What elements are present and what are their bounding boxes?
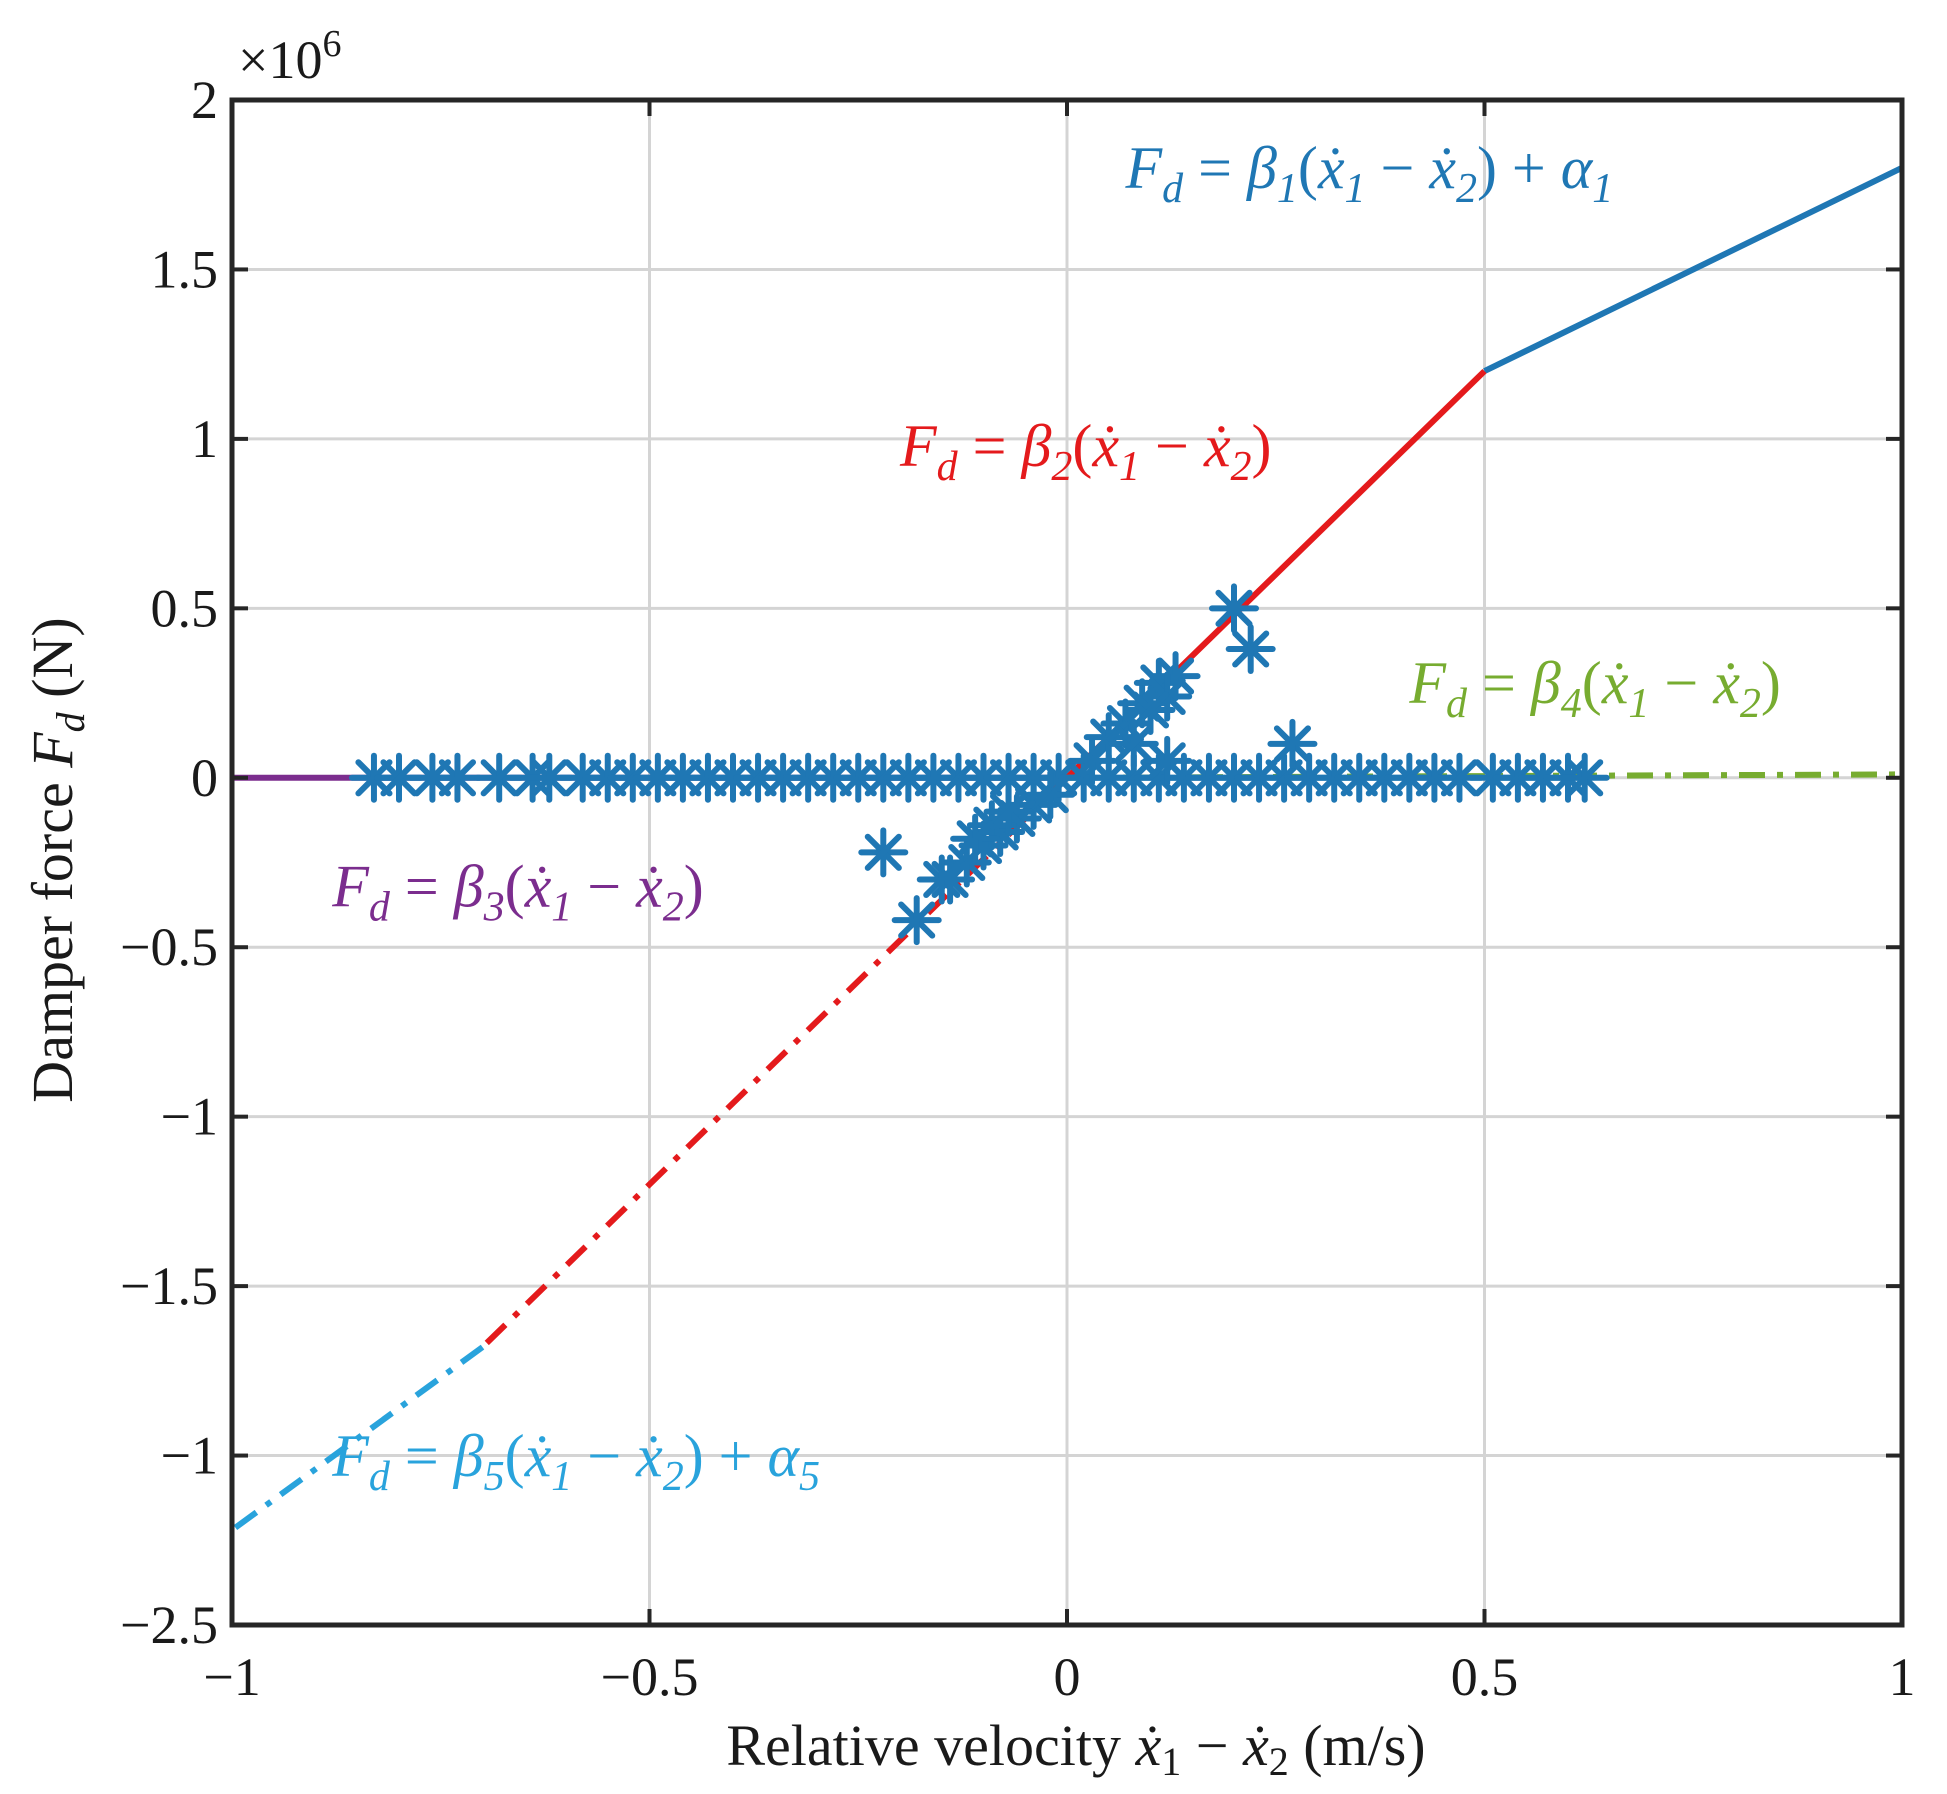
scatter-point: [1334, 752, 1385, 803]
scatter-point: [432, 752, 483, 803]
series-line-beta5: [230, 1344, 485, 1533]
y-tick-label: −2.5: [120, 1595, 218, 1655]
y-tick-label: 1: [191, 409, 218, 469]
y-exponent-power: 6: [322, 23, 341, 65]
x-tick-label: 1: [1889, 1647, 1916, 1707]
scatter-point: [1225, 624, 1276, 674]
scatter-points: [348, 583, 1610, 946]
equation-beta2: Fd = β2(ẋ1 − ẋ2): [899, 413, 1271, 490]
x-tick-label: −1: [203, 1647, 260, 1707]
x-axis-title: Relative velocity ẋ1 − ẋ2 (m/s): [726, 1713, 1425, 1784]
y-tick-label: −1.5: [120, 1256, 218, 1316]
y-tick-label: −0.5: [120, 917, 218, 977]
y-tick-label: −1: [161, 1426, 218, 1486]
scatter-point: [374, 752, 424, 803]
scatter-point: [858, 827, 909, 878]
equation-beta1: Fd = β1(ẋ1 − ẋ2) + α1: [1124, 135, 1613, 212]
equation-beta5: Fd = β5(ẋ1 − ẋ2) + α5: [331, 1423, 820, 1500]
y-tick-label: 0: [191, 748, 218, 808]
scatter-point: [950, 813, 1001, 864]
axis-ticks: −1 −0.5 0 0.5 121.510.50−0.5−1−1.5−1−2.5: [120, 70, 1915, 1707]
scatter-point: [883, 752, 934, 803]
scatter-point: [1559, 752, 1610, 803]
series-line-beta1: [1483, 165, 1904, 374]
scatter-point: [1125, 685, 1176, 735]
y-tick-label: −1: [161, 1087, 218, 1147]
scatter-point: [908, 752, 959, 803]
x-tick-label: 0.5: [1451, 1647, 1519, 1707]
x-tick-label: −0.5: [601, 1647, 699, 1707]
scatter-point: [891, 895, 942, 946]
scatter-point: [916, 854, 967, 905]
scatter-point: [1267, 718, 1318, 769]
scatter-point: [1183, 752, 1234, 803]
scatter-point: [1108, 718, 1159, 769]
scatter-point: [657, 752, 708, 803]
y-exponent-base: ×10: [238, 30, 322, 90]
y-axis-title: Damper force Fd (N): [20, 617, 93, 1102]
x-tick-label: 0: [1054, 1647, 1081, 1707]
equation-annotations: Fd = β1(ẋ1 − ẋ2) + α1 Fd = β2(ẋ1 − ẋ2) Fd …: [331, 135, 1781, 1500]
equation-beta3: Fd = β3(ẋ1 − ẋ2): [331, 854, 703, 931]
scatter-point: [708, 752, 758, 803]
scatter-point: [1209, 583, 1259, 634]
scatter-point: [1142, 735, 1193, 786]
equation-beta4: Fd = β4(ẋ1 − ẋ2): [1408, 650, 1780, 727]
scatter-point: [783, 752, 834, 803]
scatter-point: [407, 752, 458, 803]
y-axis-exponent: ×106: [238, 23, 341, 90]
scatter-point: [1309, 752, 1360, 803]
scatter-point: [858, 752, 909, 803]
scatter-point: [348, 752, 399, 803]
scatter-point: [1517, 752, 1568, 803]
y-tick-label: 2: [191, 70, 218, 130]
y-tick-label: 0.5: [151, 578, 219, 638]
scatter-point: [983, 786, 1034, 837]
y-tick-label: 1.5: [151, 239, 219, 299]
scatter-point: [582, 752, 633, 803]
scatter-point: [833, 752, 884, 803]
